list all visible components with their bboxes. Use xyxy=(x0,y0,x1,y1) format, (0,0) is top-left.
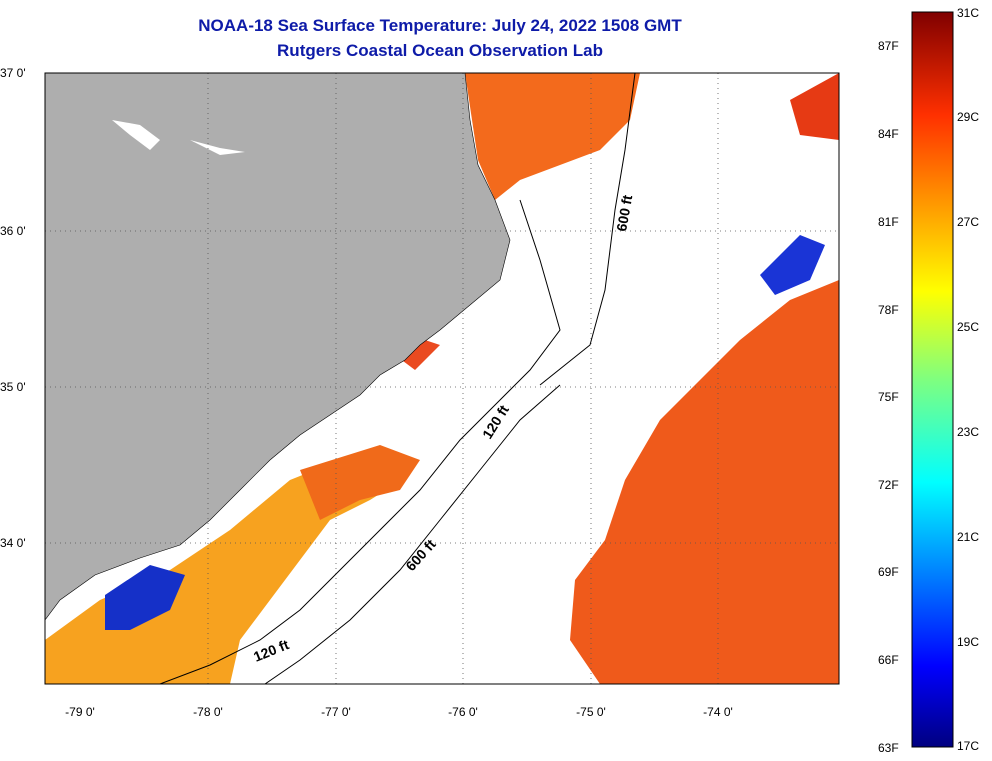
map-border xyxy=(44,72,840,685)
cold-water-patch xyxy=(105,565,185,630)
colorbar-f-label: 69F xyxy=(878,565,899,579)
land-mass xyxy=(45,73,511,621)
colorbar-f-label: 84F xyxy=(878,127,899,141)
contour-line-600ft-north xyxy=(539,73,636,386)
colorbar-c-label: 17C xyxy=(957,739,979,753)
longitude-axis: -79 0' -78 0' -77 0' -76 0' -75 0' -74 0… xyxy=(65,705,733,719)
colorbar-c-label: 29C xyxy=(957,110,979,124)
colorbar-f-label: 87F xyxy=(878,39,899,53)
cold-water-patch-offshore xyxy=(760,235,825,295)
longitude-tick: -79 0' xyxy=(65,705,95,719)
latitude-tick: 34 0' xyxy=(0,536,26,550)
longitude-tick: -74 0' xyxy=(703,705,733,719)
latitude-tick: 37 0' xyxy=(0,66,26,80)
latitude-tick: 35 0' xyxy=(0,380,26,394)
nearshore-water-north xyxy=(465,73,640,200)
longitude-tick: -78 0' xyxy=(193,705,223,719)
contour-label: 600 ft xyxy=(613,193,635,232)
longitude-tick: -75 0' xyxy=(576,705,606,719)
colorbar-c-label: 25C xyxy=(957,320,979,334)
map-title: NOAA-18 Sea Surface Temperature: July 24… xyxy=(198,16,682,35)
colorbar-c-label: 27C xyxy=(957,215,979,229)
latitude-tick: 36 0' xyxy=(0,224,26,238)
temperature-colorbar: 87F 84F 81F 78F 75F 72F 69F 66F 63F 31C … xyxy=(878,6,979,755)
colorbar-c-label: 19C xyxy=(957,635,979,649)
colorbar-f-label: 78F xyxy=(878,303,899,317)
colorbar-c-label: 21C xyxy=(957,530,979,544)
longitude-tick: -76 0' xyxy=(448,705,478,719)
map-subtitle: Rutgers Coastal Ocean Observation Lab xyxy=(277,41,603,60)
pamlico-sound-water xyxy=(395,340,440,370)
northeast-warm-water xyxy=(790,73,839,140)
colorbar-c-label: 31C xyxy=(957,6,979,20)
contour-line-120ft xyxy=(159,199,561,684)
inland-lake xyxy=(112,120,160,150)
gulf-stream-warm-water xyxy=(570,280,839,684)
colorbar-f-label: 66F xyxy=(878,653,899,667)
graticule xyxy=(45,73,839,684)
colorbar-f-label: 81F xyxy=(878,215,899,229)
colorbar-f-label: 63F xyxy=(878,741,899,755)
longitude-tick: -77 0' xyxy=(321,705,351,719)
colorbar-f-label: 72F xyxy=(878,478,899,492)
contour-line-600ft-south xyxy=(264,384,561,684)
colorbar-c-label: 23C xyxy=(957,425,979,439)
latitude-axis: 37 0' 36 0' 35 0' 34 0' xyxy=(0,66,26,550)
inland-lake xyxy=(190,140,245,155)
nearshore-water-south-orange xyxy=(300,445,420,520)
map-frame xyxy=(45,73,839,684)
colorbar-f-label: 75F xyxy=(878,390,899,404)
